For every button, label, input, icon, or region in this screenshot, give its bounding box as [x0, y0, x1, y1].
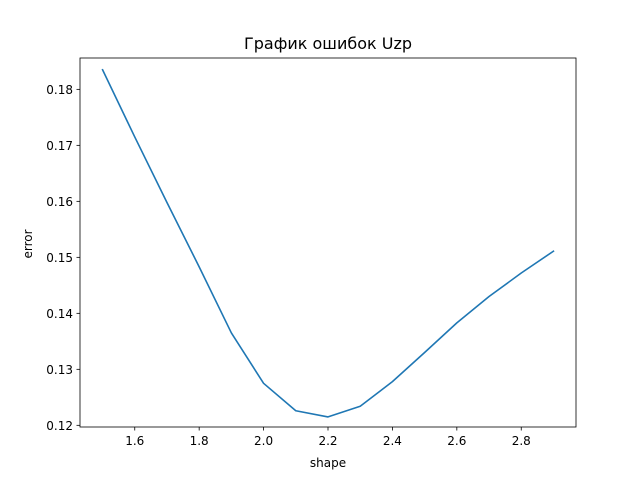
y-tick-label: 0.17: [46, 139, 73, 153]
chart-title: График ошибок Uzp: [244, 34, 412, 53]
series-line-0: [101, 68, 555, 418]
x-tick-label: 2.8: [512, 434, 531, 448]
x-axis-title: shape: [310, 456, 346, 470]
y-tick-label: 0.18: [46, 83, 73, 97]
x-tick-label: 2.0: [254, 434, 273, 448]
y-axis: 0.12 0.13 0.14 0.15 0.16 0.17 0.18: [46, 83, 80, 433]
plot-frame: [79, 57, 577, 428]
x-axis: 1.6 1.8 2.0 2.2 2.4 2.6 2.8: [125, 427, 531, 448]
y-tick-label: 0.12: [46, 419, 73, 433]
x-tick-label: 1.8: [190, 434, 209, 448]
x-tick-label: 2.2: [318, 434, 337, 448]
x-tick-label: 2.6: [447, 434, 466, 448]
x-tick-label: 2.4: [383, 434, 402, 448]
x-tick-label: 1.6: [125, 434, 144, 448]
y-tick-label: 0.16: [46, 195, 73, 209]
y-tick-label: 0.14: [46, 307, 73, 321]
plot-area: [101, 68, 555, 418]
y-tick-label: 0.13: [46, 363, 73, 377]
y-tick-label: 0.15: [46, 251, 73, 265]
y-axis-title: error: [21, 229, 35, 258]
